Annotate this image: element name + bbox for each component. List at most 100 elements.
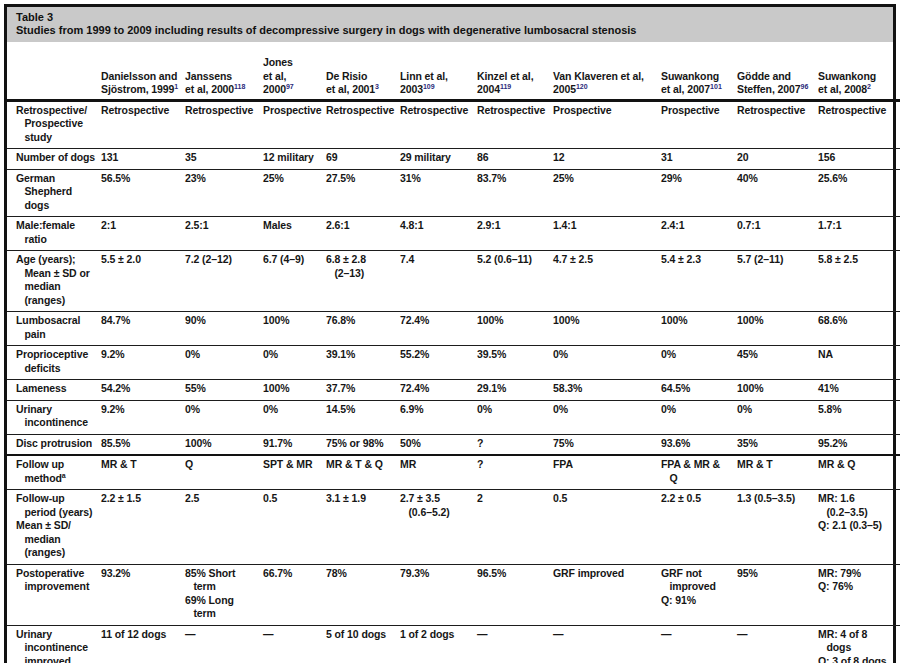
data-cell: 4.7 ± 2.5 <box>551 251 659 312</box>
data-cell: GRF improved <box>551 564 659 625</box>
studies-table: Danielsson and Sjöstrom, 19991Janssens e… <box>7 42 900 663</box>
data-cell: Retrospective <box>475 100 551 149</box>
data-cell: 91.7% <box>261 434 324 455</box>
data-cell: 85.5% <box>99 434 183 455</box>
table-row: Postoperative improvement93.2%85% Short … <box>7 564 900 625</box>
row-label-text: Retrospective/ Prospective study <box>16 104 87 143</box>
data-cell: 93.6% <box>659 434 735 455</box>
data-cell: 69 <box>324 149 398 170</box>
data-cell: MR: 1.6 (0.2–3.5) Q: 2.1 (0.3–5) <box>816 490 900 565</box>
data-cell: 6.9% <box>398 400 475 434</box>
table-subtitle: Studies from 1999 to 2009 including resu… <box>16 24 884 37</box>
data-cell: Retrospective <box>99 100 183 149</box>
table-row: Disc protrusion85.5%100%91.7%75% or 98%5… <box>7 434 900 455</box>
data-cell: MR & T & Q <box>324 455 398 490</box>
row-label: Age (years); Mean ± SD or median (ranges… <box>7 251 99 312</box>
data-cell: — <box>659 625 735 663</box>
data-cell: 0% <box>261 400 324 434</box>
table-row: Retrospective/ Prospective study Retrospe… <box>7 100 900 149</box>
data-cell: 6.8 ± 2.8 (2–13) <box>324 251 398 312</box>
row-label-text: Postoperative improvement <box>16 567 89 593</box>
study-name: De Risio et al, 2001 <box>326 70 375 96</box>
data-cell: 100% <box>475 312 551 346</box>
column-header: Gödde and Steffen, 200796 <box>735 42 816 100</box>
row-label-text: Male:female ratio <box>16 219 75 245</box>
data-cell: 5 of 10 dogs <box>324 625 398 663</box>
data-cell: 0% <box>735 400 816 434</box>
table-row: Proprioceptive deficits9.2%0%0%39.1%55.2… <box>7 346 900 380</box>
data-cell: 12 <box>551 149 659 170</box>
row-label-text: Follow up method <box>16 458 64 484</box>
table-row: Age (years); Mean ± SD or median (ranges… <box>7 251 900 312</box>
row-label-text: Lumbosacral pain <box>16 314 80 340</box>
data-cell: 55% <box>183 380 261 401</box>
data-cell: 75% or 98% <box>324 434 398 455</box>
data-cell: 100% <box>551 312 659 346</box>
data-cell: 54.2% <box>99 380 183 401</box>
data-cell: 35% <box>735 434 816 455</box>
data-cell: 55.2% <box>398 346 475 380</box>
row-label-text: Lameness <box>16 382 67 394</box>
data-cell: 100% <box>659 312 735 346</box>
data-cell: 5.8% <box>816 400 900 434</box>
data-cell: SPT & MR <box>261 455 324 490</box>
citation-ref: 96 <box>800 83 808 90</box>
row-label-text: Urinary incontinence improved <box>16 628 88 663</box>
data-cell: 85% Short term 69% Long term <box>183 564 261 625</box>
column-header: De Risio et al, 20013 <box>324 42 398 100</box>
data-cell: 2.9:1 <box>475 217 551 251</box>
data-cell: — <box>261 625 324 663</box>
data-cell: 64.5% <box>659 380 735 401</box>
data-cell: 9.2% <box>99 346 183 380</box>
data-cell: 39.1% <box>324 346 398 380</box>
column-header: Kinzel et al, 2004119 <box>475 42 551 100</box>
data-cell: — <box>735 625 816 663</box>
data-cell: 7.2 (2–12) <box>183 251 261 312</box>
data-cell: 5.5 ± 2.0 <box>99 251 183 312</box>
data-cell: 14.5% <box>324 400 398 434</box>
data-cell: 72.4% <box>398 312 475 346</box>
table-row: German Shepherd dogs56.5%23%25%27.5%31%8… <box>7 169 900 217</box>
table-row: Urinary incontinence9.2%0%0%14.5%6.9%0%0… <box>7 400 900 434</box>
data-cell: 66.7% <box>261 564 324 625</box>
data-cell: 0% <box>659 346 735 380</box>
row-label: Lumbosacral pain <box>7 312 99 346</box>
data-cell: 0% <box>183 346 261 380</box>
row-label: German Shepherd dogs <box>7 169 99 217</box>
data-cell: 3.1 ± 1.9 <box>324 490 398 565</box>
data-cell: — <box>551 625 659 663</box>
row-label-text: Disc protrusion <box>16 437 92 449</box>
study-name: Danielsson and Sjöstrom, 1999 <box>101 70 177 96</box>
data-cell: 2.2 ± 1.5 <box>99 490 183 565</box>
row-label-text: Age (years); Mean ± SD or median (ranges… <box>16 253 90 306</box>
row-label-text: Follow-up period (years) Mean ± SD/ medi… <box>16 492 93 558</box>
row-label: Proprioceptive deficits <box>7 346 99 380</box>
table-body: Retrospective/ Prospective study Retrospe… <box>7 100 900 663</box>
data-cell: 83.7% <box>475 169 551 217</box>
data-cell: 20 <box>735 149 816 170</box>
data-cell: 25.6% <box>816 169 900 217</box>
data-cell: 56.5% <box>99 169 183 217</box>
data-cell: 45% <box>735 346 816 380</box>
data-cell: 0% <box>183 400 261 434</box>
citation-ref: 1 <box>174 83 178 90</box>
data-cell: 23% <box>183 169 261 217</box>
data-cell: MR <box>398 455 475 490</box>
data-cell: 0% <box>551 346 659 380</box>
data-cell: 95% <box>735 564 816 625</box>
row-label: Urinary incontinence improved <box>7 625 99 663</box>
data-cell: 41% <box>816 380 900 401</box>
data-cell: 100% <box>261 380 324 401</box>
table-row: Lameness54.2%55%100%37.7%72.4%29.1%58.3%… <box>7 380 900 401</box>
data-cell: 2:1 <box>99 217 183 251</box>
data-cell: 4.8:1 <box>398 217 475 251</box>
data-cell: 2.5:1 <box>183 217 261 251</box>
data-cell: 58.3% <box>551 380 659 401</box>
data-cell: NA <box>816 346 900 380</box>
data-cell: 0.7:1 <box>735 217 816 251</box>
data-cell: 0.5 <box>261 490 324 565</box>
data-cell: 6.7 (4–9) <box>261 251 324 312</box>
citation-ref: 97 <box>286 83 294 90</box>
data-cell: 25% <box>551 169 659 217</box>
data-cell: 0% <box>551 400 659 434</box>
